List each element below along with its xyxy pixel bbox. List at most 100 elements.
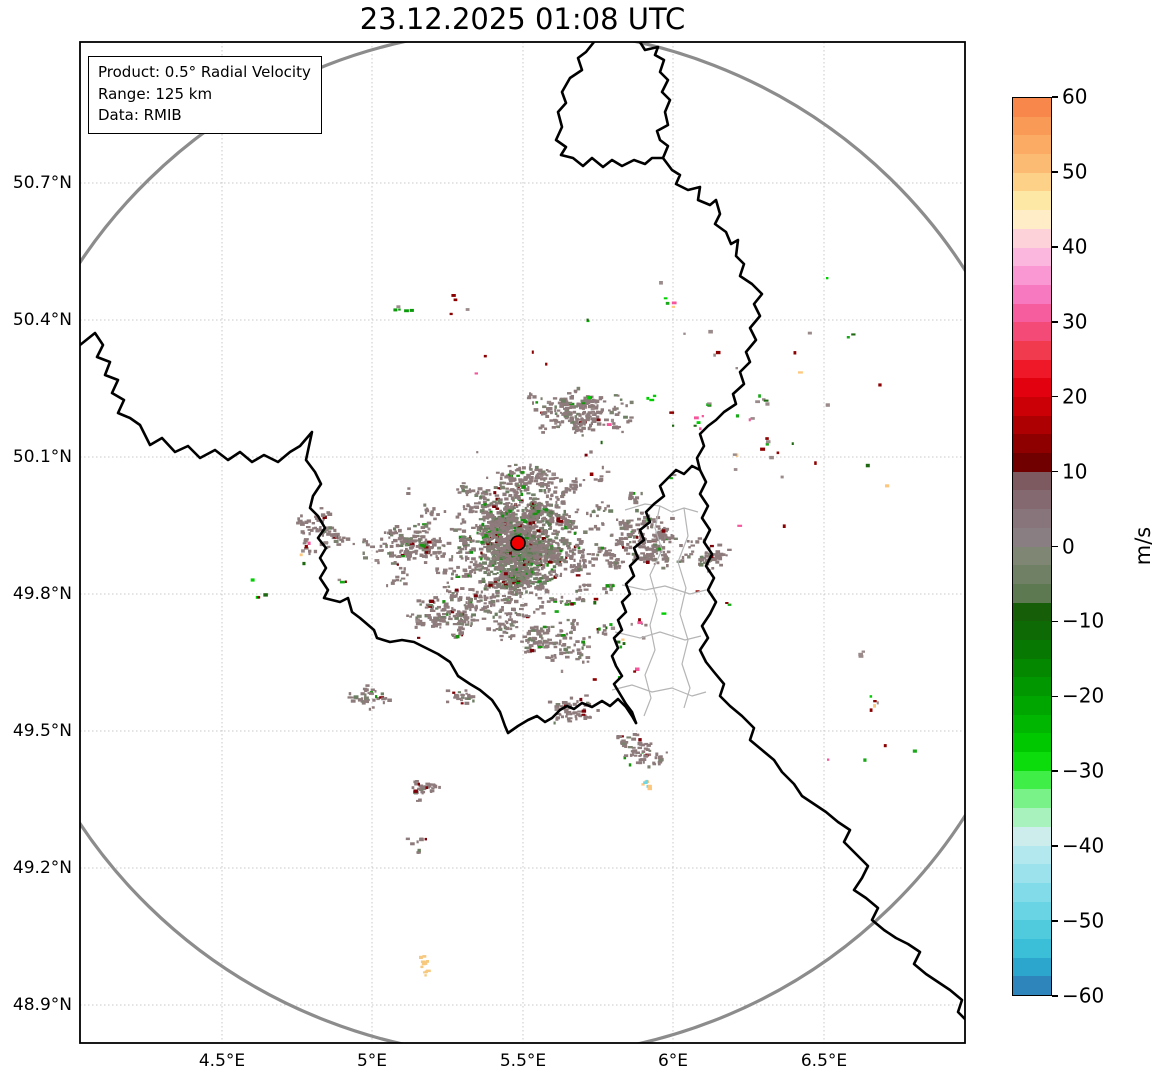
echo-pixel (449, 558, 453, 561)
colorbar-band (1013, 528, 1051, 547)
echo-pixel (523, 554, 525, 557)
echo-pixel (582, 637, 585, 640)
echo-pixel (628, 533, 632, 536)
echo-pixel (491, 557, 495, 559)
echo-pixel (491, 600, 496, 603)
echo-pixel (396, 544, 399, 547)
echo-pixel (489, 525, 494, 527)
colorbar-band (1013, 509, 1051, 528)
echo-pixel (427, 541, 432, 544)
canton-border (678, 508, 690, 708)
x-tick-label: 5°E (357, 1051, 387, 1071)
echo-pixel (519, 584, 524, 586)
echo-pixel (409, 546, 412, 548)
echo-pixel (565, 656, 570, 659)
echo-pixel (429, 546, 434, 549)
echo-pixel (448, 618, 453, 620)
echo-pixel (561, 670, 563, 673)
echo-pixel (602, 466, 604, 470)
echo-pixel (409, 616, 412, 618)
echo-pixel (554, 598, 557, 601)
echo-pixel (637, 518, 641, 521)
echo-pixel (524, 575, 528, 577)
echo-pixel (512, 478, 515, 481)
echo-pixel (425, 607, 429, 609)
colorbar-tickmark (1052, 246, 1058, 248)
echo-pixel (620, 646, 623, 649)
echo-pixel (544, 574, 546, 576)
echo-pixel (435, 540, 439, 543)
echo-pixel (628, 496, 631, 499)
echo-pixel (697, 421, 701, 424)
echo-pixel (579, 585, 582, 588)
colorbar-tickmark (1052, 171, 1058, 173)
echo-pixel (588, 636, 591, 639)
echo-pixel (503, 482, 506, 485)
echo-pixel (494, 486, 498, 489)
echo-pixel (413, 557, 417, 560)
echo-pixel (668, 537, 671, 540)
echo-pixel (594, 543, 598, 546)
echo-pixel (597, 509, 600, 511)
colorbar-tick-label: 40 (1062, 234, 1087, 258)
y-tick-label: 49.5°N (2, 721, 72, 741)
echo-pixel (521, 516, 524, 519)
echo-pixel (591, 557, 594, 560)
colorbar-band (1013, 397, 1051, 416)
echo-pixel (651, 526, 653, 529)
colorbar-band (1013, 191, 1051, 210)
echo-pixel (575, 717, 577, 720)
echo-pixel (349, 692, 352, 695)
echo-pixel (569, 631, 571, 633)
echo-pixel (487, 565, 492, 568)
echo-pixel (424, 561, 427, 564)
echo-pixel (458, 513, 462, 516)
echo-pixel (640, 552, 645, 554)
echo-pixel (420, 544, 424, 547)
echo-pixel (505, 505, 509, 509)
echo-pixel (577, 711, 582, 713)
echo-pixel (418, 849, 421, 852)
echo-pixel (532, 637, 536, 640)
echo-pixel (474, 502, 479, 504)
echo-pixel (465, 558, 467, 562)
echo-pixel (462, 482, 466, 484)
echo-pixel (470, 598, 473, 602)
echo-pixel (479, 568, 483, 571)
echo-pixel (688, 546, 691, 548)
echo-pixel (376, 551, 378, 553)
echo-pixel (551, 481, 554, 484)
echo-pixel (573, 487, 578, 490)
echo-pixel (530, 541, 533, 544)
echo-pixel (566, 513, 569, 516)
echo-pixel (609, 623, 612, 626)
echo-pixel (568, 515, 571, 518)
echo-pixel (509, 615, 511, 618)
echo-pixel (471, 613, 476, 616)
echo-pixel (553, 490, 557, 493)
echo-pixel (566, 554, 570, 557)
echo-pixel (655, 756, 658, 759)
echo-pixel (398, 309, 401, 311)
echo-pixel (529, 497, 532, 500)
echo-pixel (499, 609, 504, 612)
echo-pixel (571, 395, 574, 399)
echo-pixel (596, 515, 599, 518)
echo-pixel (562, 643, 566, 647)
echo-pixel (564, 510, 567, 514)
echo-pixel (570, 558, 574, 560)
echo-pixel (334, 540, 339, 543)
echo-pixel (446, 689, 450, 692)
echo-pixel (527, 650, 530, 653)
echo-pixel (573, 427, 576, 429)
echo-pixel (425, 539, 427, 542)
echo-pixel (507, 541, 510, 544)
echo-pixel (687, 540, 690, 543)
echo-pixel (545, 590, 550, 594)
echo-pixel (514, 464, 518, 466)
echo-pixel (415, 619, 419, 622)
echo-pixel (393, 539, 398, 542)
echo-pixel (548, 626, 550, 629)
radar-echoes (251, 277, 917, 977)
echo-pixel (515, 568, 517, 571)
